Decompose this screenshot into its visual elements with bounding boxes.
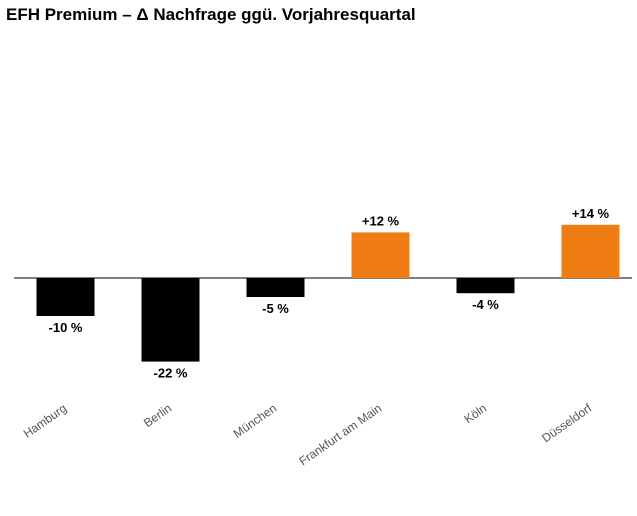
data-label: -4 %: [472, 297, 499, 312]
bar-hamburg: [36, 278, 95, 316]
data-label: +14 %: [572, 206, 610, 221]
data-label: -10 %: [49, 320, 83, 335]
bar-berlin: [141, 278, 200, 362]
category-label: Frankfurt am Main: [296, 401, 384, 468]
data-label: -5 %: [262, 301, 289, 316]
bar-köln: [456, 278, 515, 294]
bar-münchen: [246, 278, 305, 297]
chart-title: EFH Premium – Δ Nachfrage ggü. Vorjahres…: [6, 5, 416, 24]
category-label: Berlin: [141, 401, 174, 430]
data-label: -22 %: [154, 366, 188, 381]
bar-düsseldorf: [561, 224, 620, 278]
bar-frankfurt-am-main: [351, 232, 410, 278]
category-label: München: [231, 401, 279, 441]
data-label: +12 %: [362, 213, 400, 228]
category-label: Hamburg: [21, 401, 69, 441]
category-label: Köln: [462, 401, 490, 426]
category-label: Düsseldorf: [539, 401, 595, 446]
